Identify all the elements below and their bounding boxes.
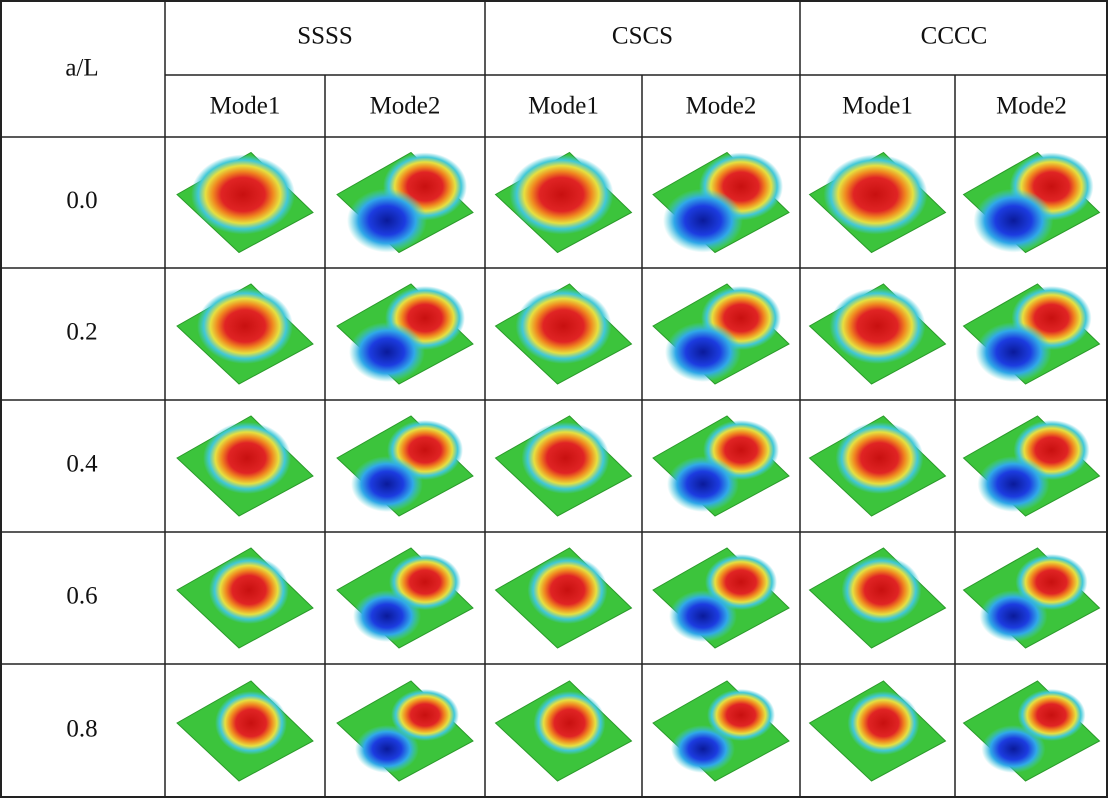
mode-shape	[496, 153, 632, 253]
mode-shape	[177, 416, 313, 516]
mode-header: Mode2	[686, 93, 757, 120]
mode-shape	[653, 416, 789, 516]
blue-lobe	[349, 322, 425, 382]
mode-shape	[337, 416, 473, 516]
mode-shape	[496, 681, 632, 781]
mode-shape	[337, 153, 473, 253]
blue-lobe	[671, 725, 735, 773]
blue-lobe	[663, 189, 743, 253]
table: a/L SSSS CSCS CCCC Mode1 Mode2 Mode1 Mode2 Mode…	[0, 0, 1108, 798]
mode-header: Mode2	[370, 93, 441, 120]
red-lobe	[197, 288, 293, 364]
group-header: SSSS	[297, 23, 353, 50]
mode-shape	[653, 681, 789, 781]
blue-lobe	[667, 456, 739, 512]
mode-shape	[337, 681, 473, 781]
mode-shape	[810, 284, 946, 384]
row-label: 0.8	[66, 716, 97, 743]
mode-shape	[496, 416, 632, 516]
red-lobe	[842, 556, 922, 624]
row-label: 0.6	[66, 583, 97, 610]
red-lobe	[836, 422, 924, 494]
mode-shape	[653, 153, 789, 253]
red-lobe	[215, 691, 287, 755]
red-lobe	[516, 288, 612, 364]
mode-header: Mode2	[996, 93, 1067, 120]
mode-shape	[496, 548, 632, 648]
mode-header: Mode1	[528, 93, 599, 120]
mode-shape	[810, 681, 946, 781]
blue-lobe	[355, 725, 419, 773]
red-lobe	[824, 155, 928, 235]
mode-shape	[177, 153, 313, 253]
row-label: 0.0	[66, 187, 97, 214]
blue-lobe	[976, 322, 1052, 382]
mode-shape	[653, 284, 789, 384]
mode-shape	[964, 284, 1100, 384]
blue-lobe	[347, 189, 427, 253]
mode-shape	[337, 548, 473, 648]
red-lobe	[528, 556, 608, 624]
mode-header: Mode1	[210, 93, 281, 120]
blue-lobe	[982, 725, 1046, 773]
group-header: CCCC	[921, 23, 988, 50]
mode-shape	[964, 681, 1100, 781]
red-lobe	[209, 556, 289, 624]
mode-shape	[810, 153, 946, 253]
row-label: 0.2	[66, 319, 97, 346]
mode-shape	[653, 548, 789, 648]
blue-lobe	[665, 322, 741, 382]
mode-shape	[964, 153, 1100, 253]
blue-lobe	[974, 189, 1054, 253]
row-label: 0.4	[66, 451, 98, 478]
red-lobe	[203, 422, 291, 494]
red-lobe	[191, 155, 295, 235]
red-lobe	[522, 422, 610, 494]
blue-lobe	[353, 590, 421, 642]
mode-shape	[810, 416, 946, 516]
blue-lobe	[978, 456, 1050, 512]
mode-shape	[964, 548, 1100, 648]
mode-shape	[337, 284, 473, 384]
mode-shape	[810, 548, 946, 648]
group-header: CSCS	[612, 23, 673, 50]
page: a/L SSSS CSCS CCCC Mode1 Mode2 Mode1 Mode2 Mode…	[0, 0, 1108, 798]
blue-lobe	[351, 456, 423, 512]
red-lobe	[534, 691, 606, 755]
mode-shape	[177, 284, 313, 384]
red-lobe	[848, 691, 920, 755]
mode-shape	[964, 416, 1100, 516]
mode-header: Mode1	[842, 93, 913, 120]
red-lobe	[830, 288, 926, 364]
blue-lobe	[669, 590, 737, 642]
corner-header: a/L	[65, 55, 98, 82]
blue-lobe	[980, 590, 1048, 642]
mode-shape	[496, 284, 632, 384]
mode-shape	[177, 681, 313, 781]
red-lobe	[510, 155, 614, 235]
table-border	[1, 1, 1107, 797]
mode-shape	[177, 548, 313, 648]
